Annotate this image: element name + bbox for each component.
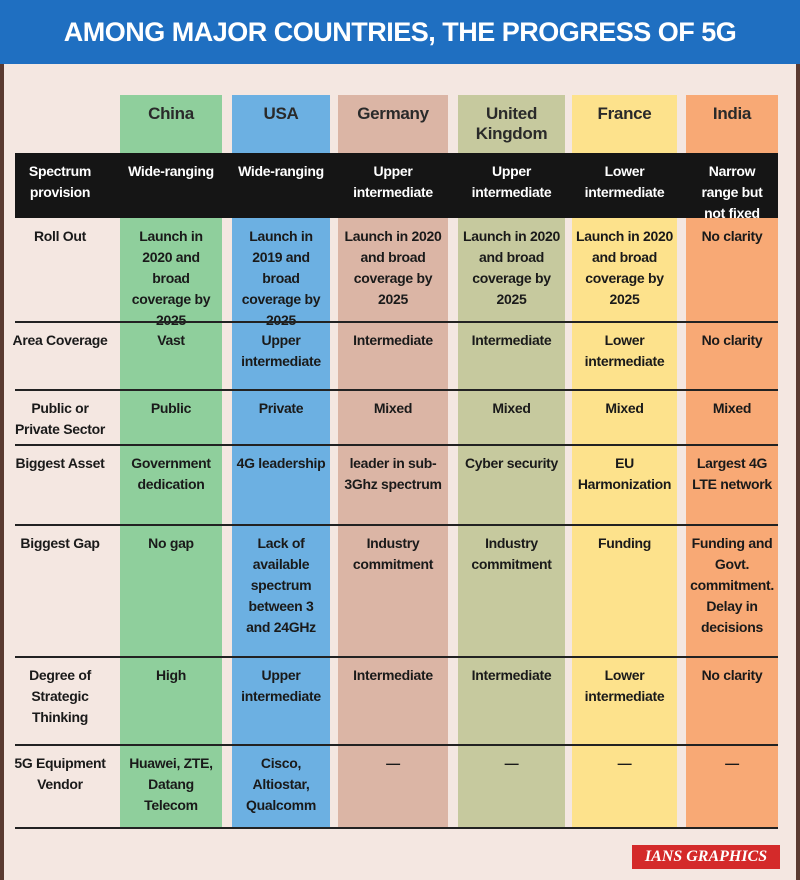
table-cell: Lower intermediate bbox=[584, 163, 665, 200]
row-divider bbox=[15, 524, 778, 526]
table-cell: Wide-ranging bbox=[238, 163, 324, 179]
table-cell: Lack of available spectrum between 3 and… bbox=[246, 535, 316, 635]
table-cell: Narrow range but not fixed bbox=[701, 163, 763, 221]
table-cell: Funding and Govt. commitment. Delay in d… bbox=[690, 535, 774, 635]
table-cell: No gap bbox=[148, 535, 194, 551]
table-cell: EU Harmonization bbox=[577, 455, 672, 492]
table-cell: Intermediate bbox=[353, 667, 433, 683]
table-cell: Launch in 2019 and broad coverage by 202… bbox=[241, 228, 321, 328]
row-label: Public or Private Sector bbox=[15, 400, 105, 437]
table-cell: Private bbox=[258, 400, 304, 416]
table-cell: No clarity bbox=[701, 332, 763, 348]
header-band bbox=[15, 153, 778, 218]
table-cell: — bbox=[617, 755, 632, 771]
table-cell: Upper intermediate bbox=[241, 667, 321, 704]
frame bbox=[0, 64, 4, 880]
title: AMONG MAJOR COUNTRIES, THE PROGRESS OF 5… bbox=[63, 17, 737, 47]
table-cell: — bbox=[725, 755, 739, 771]
row-label: Biggest Gap bbox=[20, 535, 100, 551]
table-cell: Largest 4G LTE network bbox=[692, 455, 772, 492]
table-cell: Mixed bbox=[492, 400, 531, 416]
row-divider bbox=[15, 389, 778, 391]
column-header: United Kingdom bbox=[475, 104, 548, 143]
column-header: Germany bbox=[357, 104, 429, 123]
table-cell: Funding bbox=[597, 535, 652, 551]
table-cell: Huawei, ZTE, Datang Telecom bbox=[129, 755, 213, 813]
table-cell: Cyber security bbox=[464, 455, 559, 471]
table-cell: Upper intermediate bbox=[241, 332, 321, 369]
table-cell: No clarity bbox=[701, 667, 763, 683]
table-cell: Upper intermediate bbox=[353, 163, 433, 200]
row-divider bbox=[15, 744, 778, 746]
row-divider bbox=[15, 444, 778, 446]
table-cell: Cisco, Altiostar, Qualcomm bbox=[246, 755, 316, 813]
table-cell: Intermediate bbox=[353, 332, 433, 348]
table-cell: Launch in 2020 and broad coverage by 202… bbox=[131, 228, 211, 328]
row-label: Spectrum provision bbox=[28, 163, 92, 200]
table-cell: Lower intermediate bbox=[584, 332, 665, 369]
title-bar bbox=[0, 0, 800, 64]
frame bbox=[796, 64, 800, 880]
table-cell: — bbox=[504, 755, 519, 771]
table-cell: — bbox=[386, 755, 400, 771]
table-cell: leader in sub-3Ghz spectrum bbox=[344, 455, 442, 492]
table-cell: Public bbox=[150, 400, 192, 416]
row-divider bbox=[15, 656, 778, 658]
row-label: Biggest Asset bbox=[15, 455, 105, 471]
table-cell: Wide-ranging bbox=[128, 163, 214, 179]
table-cell: Upper intermediate bbox=[471, 163, 552, 200]
table-cell: Mixed bbox=[373, 400, 413, 416]
table-cell: 4G leadership bbox=[236, 455, 326, 471]
table-cell: No clarity bbox=[701, 228, 763, 244]
column-header: France bbox=[597, 104, 652, 123]
row-label: Roll Out bbox=[33, 228, 87, 244]
column-header: USA bbox=[263, 104, 299, 123]
table-cell: Launch in 2020 and broad coverage by 202… bbox=[576, 228, 673, 307]
table-cell: Government dedication bbox=[131, 455, 211, 492]
table-cell: Industry commitment bbox=[471, 535, 552, 572]
table-cell: Industry commitment bbox=[352, 535, 434, 572]
table-cell: Lower intermediate bbox=[584, 667, 665, 704]
table-cell: Intermediate bbox=[471, 332, 552, 348]
credit: IANS GRAPHICS bbox=[632, 845, 780, 869]
column-header: China bbox=[148, 104, 194, 123]
row-label: 5G Equipment Vendor bbox=[14, 755, 106, 792]
table-cell: Intermediate bbox=[471, 667, 552, 683]
row-label: Degree of Strategic Thinking bbox=[29, 667, 91, 725]
table-cell: Mixed bbox=[605, 400, 644, 416]
row-label: Area Coverage bbox=[12, 332, 108, 348]
column-header: India bbox=[712, 104, 752, 123]
table-cell: High bbox=[156, 667, 186, 683]
row-divider bbox=[15, 321, 778, 323]
table-cell: Mixed bbox=[712, 400, 752, 416]
row-divider bbox=[15, 827, 778, 829]
table-cell: Launch in 2020 and broad coverage by 202… bbox=[463, 228, 560, 307]
table-cell: Vast bbox=[157, 332, 185, 348]
table-cell: Launch in 2020 and broad coverage by 202… bbox=[344, 228, 442, 307]
